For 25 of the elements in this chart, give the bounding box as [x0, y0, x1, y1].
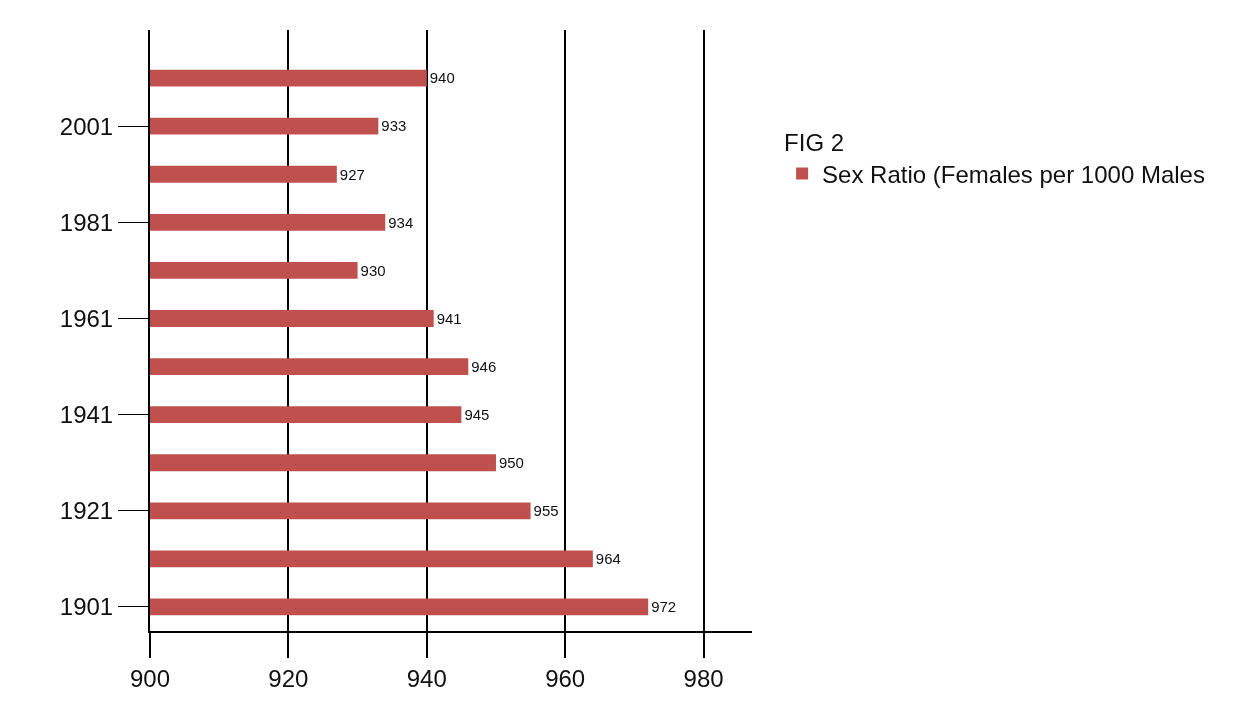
x-tick-label: 960 [545, 664, 586, 692]
data-label: 940 [429, 69, 455, 87]
data-label: 934 [388, 213, 414, 231]
data-label: 964 [595, 550, 621, 568]
y-tick-label: 1921 [59, 497, 114, 525]
x-tick-label: 920 [268, 664, 309, 692]
y-tick-label: 1901 [59, 593, 114, 621]
data-label: 972 [651, 598, 677, 616]
data-label: 930 [360, 261, 386, 279]
legend-title: FIG 2 [784, 129, 845, 157]
x-tick-label: 980 [683, 664, 724, 692]
x-tick-label: 900 [129, 664, 171, 692]
y-tick-label: 2001 [59, 112, 114, 140]
y-tick-label: 1961 [59, 304, 114, 332]
legend-label: Sex Ratio (Females per 1000 Males [822, 160, 1205, 188]
data-label: 945 [464, 405, 490, 423]
x-tick-label: 940 [406, 664, 447, 692]
data-label: 955 [533, 502, 559, 520]
y-tick-label: 1981 [59, 208, 114, 236]
data-label: 927 [339, 165, 365, 183]
y-tick-label: 1941 [59, 401, 114, 429]
data-label: 941 [436, 309, 462, 327]
data-label: 933 [381, 117, 407, 135]
data-label: 946 [471, 357, 497, 375]
data-label: 950 [498, 454, 524, 472]
